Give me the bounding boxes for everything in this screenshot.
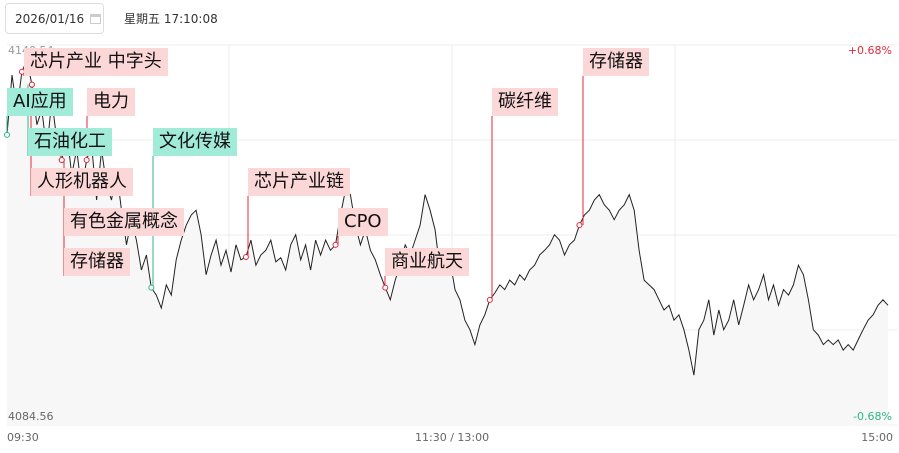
annotation-marker [486,296,493,303]
annotation-label[interactable]: CPO [338,208,388,236]
annotation-label[interactable]: AI应用 [7,88,73,116]
annotation-marker [332,241,339,248]
annotation-marker [148,284,155,291]
annotation-marker [382,284,389,291]
x-tick-midday: 11:30 / 13:00 [415,431,490,444]
annotation-marker [242,254,249,261]
annotation-label[interactable]: 存储器 [64,248,130,276]
annotation-label[interactable]: 碳纤维 [492,88,558,116]
annotation-label[interactable]: 文化传媒 [153,128,237,156]
date-value: 2026/01/16 [15,11,85,26]
x-tick-open: 09:30 [7,431,39,444]
annotation-marker [28,81,35,88]
date-picker[interactable]: 2026/01/16 [5,3,104,34]
annotation-label[interactable]: 存储器 [583,48,649,76]
pct-label-top: +0.68% [847,44,892,57]
price-area [7,60,888,425]
annotation-label[interactable]: 商业航天 [385,248,469,276]
x-tick-close: 15:00 [861,431,893,444]
annotation-label[interactable]: 电力 [87,88,135,116]
annotation-marker [58,156,65,163]
weekday-time: 星期五 17:10:08 [124,12,218,26]
annotation-marker [83,156,90,163]
calendar-icon[interactable] [90,13,102,24]
annotation-label[interactable]: 有色金属概念 [64,208,184,236]
annotation-label[interactable]: 石油化工 [28,128,112,156]
annotation-label[interactable]: 芯片产业链 [248,168,350,196]
y-label-bottom: 4084.56 [8,410,54,423]
annotation-label[interactable]: 芯片产业 中字头 [24,48,168,76]
annotation-label[interactable]: 人形机器人 [31,168,133,196]
annotation-marker [576,222,583,229]
pct-label-bottom: -0.68% [853,410,892,423]
annotation-marker [4,131,10,138]
